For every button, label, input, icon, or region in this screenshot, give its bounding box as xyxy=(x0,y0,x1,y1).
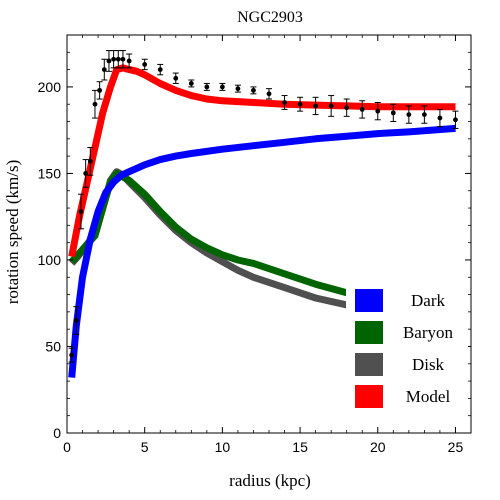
data-point xyxy=(173,75,179,81)
data-point xyxy=(406,112,412,117)
data-point xyxy=(69,352,75,358)
data-point xyxy=(375,108,381,114)
data-point xyxy=(120,56,126,62)
data-point xyxy=(453,117,458,123)
data-point xyxy=(101,67,107,73)
data-point xyxy=(344,105,350,111)
data-point xyxy=(297,101,303,107)
x-tick-label: 0 xyxy=(63,439,71,455)
data-point xyxy=(73,318,79,323)
y-tick-label: 200 xyxy=(38,79,62,95)
data-point xyxy=(235,86,241,92)
data-point xyxy=(92,101,98,107)
data-point xyxy=(282,100,287,105)
data-point xyxy=(359,107,365,112)
legend-label-model: Model xyxy=(406,387,451,406)
legend-swatch-model xyxy=(355,385,383,408)
x-tick-label: 25 xyxy=(448,439,464,455)
y-axis-label: rotation speed (km/s) xyxy=(3,160,22,304)
x-axis-ticks: 0 5 10 15 20 25 xyxy=(63,35,463,455)
data-point xyxy=(266,91,272,97)
legend-swatch-baryon xyxy=(355,321,383,344)
y-tick-label: 150 xyxy=(38,165,62,181)
data-point xyxy=(78,209,84,214)
data-point xyxy=(421,112,427,117)
y-tick-label: 0 xyxy=(53,425,61,441)
y-axis-ticks: 0 50 100 150 200 xyxy=(38,51,471,441)
data-point xyxy=(328,103,334,109)
x-tick-label: 10 xyxy=(215,439,231,455)
legend-label-dark: Dark xyxy=(411,291,445,310)
y-tick-label: 50 xyxy=(45,338,61,354)
series-line-model xyxy=(68,64,456,258)
data-point xyxy=(219,84,225,90)
data-point xyxy=(313,103,319,109)
data-point xyxy=(111,56,117,62)
series-layer xyxy=(68,64,457,378)
x-tick-label: 20 xyxy=(370,439,386,455)
legend: Dark Baryon Disk Model xyxy=(346,277,468,414)
x-tick-label: 15 xyxy=(292,439,308,455)
x-tick-label: 5 xyxy=(141,439,149,455)
data-point xyxy=(126,58,132,64)
series-line-dark xyxy=(68,124,456,378)
series-line-baryon xyxy=(69,169,457,319)
data-point xyxy=(87,158,93,164)
data-point xyxy=(157,67,163,73)
data-point xyxy=(251,87,256,93)
y-tick-label: 100 xyxy=(38,252,62,268)
data-point xyxy=(437,115,443,121)
chart-title: NGC2903 xyxy=(237,9,303,26)
data-point xyxy=(115,56,121,62)
data-point xyxy=(106,58,112,64)
legend-swatch-disk xyxy=(355,353,383,376)
data-point xyxy=(390,110,396,116)
data-point xyxy=(97,87,103,93)
legend-swatch-dark xyxy=(355,289,383,312)
observations-layer xyxy=(68,50,459,363)
x-axis-label: radius (kpc) xyxy=(229,471,311,490)
legend-label-disk: Disk xyxy=(412,355,445,374)
data-point xyxy=(83,171,89,176)
legend-label-baryon: Baryon xyxy=(403,323,454,342)
data-point xyxy=(204,84,210,90)
data-point xyxy=(188,81,194,86)
data-point xyxy=(142,62,148,67)
